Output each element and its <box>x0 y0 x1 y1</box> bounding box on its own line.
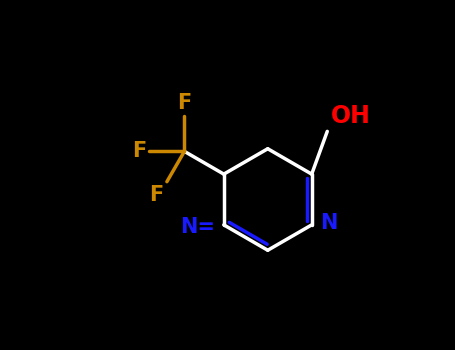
Text: F: F <box>131 141 146 161</box>
Text: OH: OH <box>331 104 371 128</box>
Text: N=: N= <box>180 217 215 237</box>
Text: F: F <box>149 185 163 205</box>
Text: F: F <box>177 93 192 113</box>
Text: N: N <box>320 213 338 233</box>
